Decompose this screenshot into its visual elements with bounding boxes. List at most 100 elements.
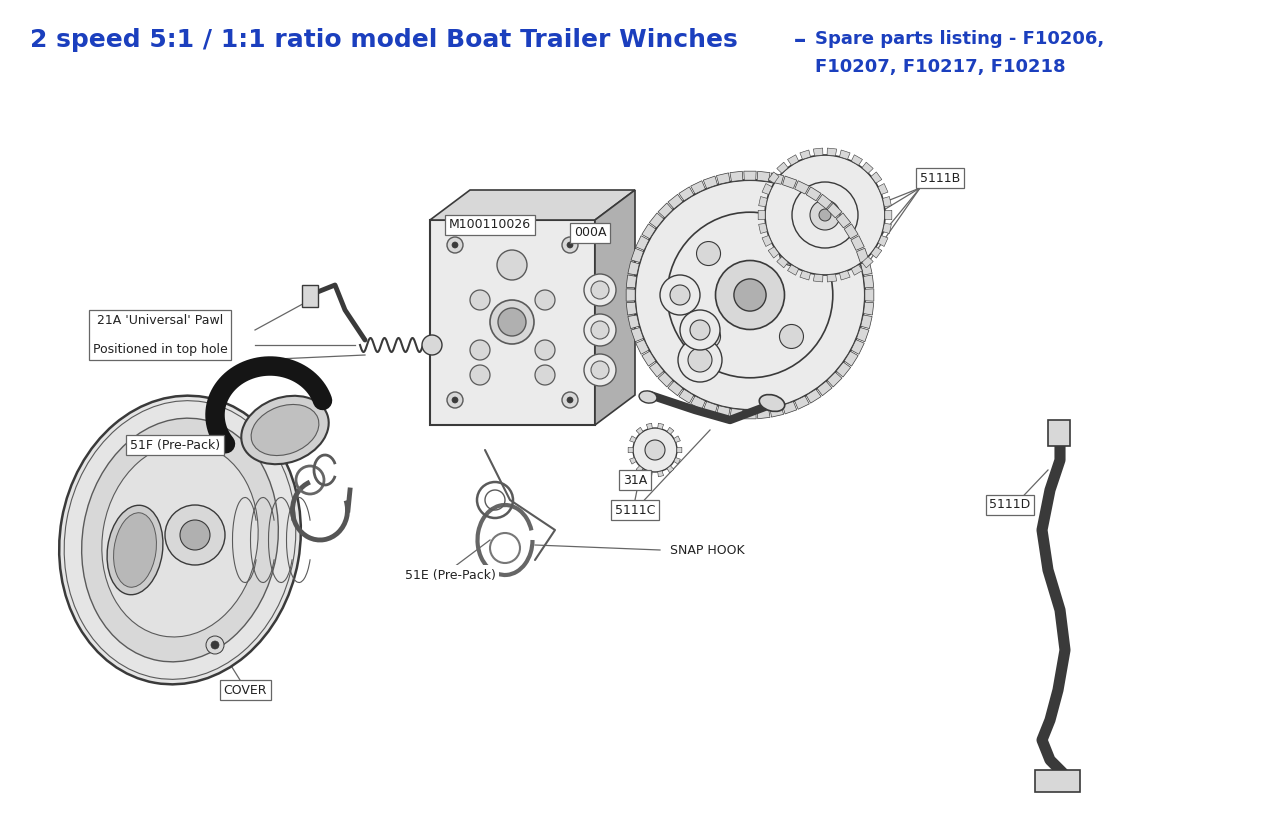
Text: 5111D: 5111D <box>989 498 1031 512</box>
Polygon shape <box>626 302 636 315</box>
Text: 51F (Pre-Pack): 51F (Pre-Pack) <box>130 439 220 451</box>
Polygon shape <box>839 150 851 160</box>
Text: F10207, F10217, F10218: F10207, F10217, F10218 <box>815 58 1065 76</box>
Polygon shape <box>646 423 652 429</box>
Polygon shape <box>844 351 858 366</box>
Circle shape <box>535 340 555 360</box>
Circle shape <box>780 242 804 266</box>
Polygon shape <box>777 162 787 173</box>
Polygon shape <box>770 173 784 184</box>
Text: SNAP HOOK: SNAP HOOK <box>670 543 745 557</box>
Polygon shape <box>690 181 705 194</box>
Polygon shape <box>676 447 681 453</box>
Polygon shape <box>757 171 770 181</box>
Polygon shape <box>679 186 694 201</box>
Circle shape <box>535 290 555 310</box>
Polygon shape <box>703 176 718 188</box>
Polygon shape <box>817 381 832 395</box>
Circle shape <box>567 397 573 403</box>
Polygon shape <box>628 447 634 453</box>
Polygon shape <box>594 190 635 425</box>
Text: 21A 'Universal' Pawl

Positioned in top hole: 21A 'Universal' Pawl Positioned in top h… <box>92 314 227 356</box>
Polygon shape <box>646 471 652 477</box>
Circle shape <box>469 290 490 310</box>
Circle shape <box>584 314 616 346</box>
Polygon shape <box>717 173 729 184</box>
Circle shape <box>690 320 711 340</box>
Polygon shape <box>758 211 765 220</box>
Polygon shape <box>795 181 809 194</box>
Polygon shape <box>758 223 767 233</box>
Polygon shape <box>642 351 656 366</box>
Text: 5111B: 5111B <box>920 171 960 185</box>
Polygon shape <box>782 401 796 414</box>
Circle shape <box>591 321 610 339</box>
Polygon shape <box>817 194 832 209</box>
Polygon shape <box>857 328 870 342</box>
Polygon shape <box>885 211 892 220</box>
Circle shape <box>591 281 610 299</box>
Polygon shape <box>871 172 882 183</box>
Polygon shape <box>862 162 873 173</box>
Circle shape <box>634 428 676 472</box>
Text: Spare parts listing - F10206,: Spare parts listing - F10206, <box>815 30 1104 48</box>
Circle shape <box>562 237 578 253</box>
Text: COVER: COVER <box>223 684 266 696</box>
Polygon shape <box>852 265 862 275</box>
Polygon shape <box>770 405 784 417</box>
Circle shape <box>716 261 785 329</box>
Polygon shape <box>636 466 644 472</box>
Polygon shape <box>717 405 729 417</box>
Polygon shape <box>839 271 851 280</box>
Circle shape <box>447 237 463 253</box>
Ellipse shape <box>760 395 785 411</box>
Polygon shape <box>762 184 772 195</box>
Polygon shape <box>630 457 636 464</box>
Polygon shape <box>668 381 683 395</box>
Polygon shape <box>857 248 870 263</box>
Circle shape <box>562 392 578 408</box>
Circle shape <box>422 335 442 355</box>
Polygon shape <box>757 409 770 419</box>
Ellipse shape <box>82 418 279 662</box>
Polygon shape <box>827 274 837 282</box>
Bar <box>302 285 318 307</box>
Polygon shape <box>658 203 673 218</box>
Circle shape <box>591 361 610 379</box>
Text: 2 speed 5:1 / 1:1 ratio model Boat Trailer Winches: 2 speed 5:1 / 1:1 ratio model Boat Trail… <box>30 28 738 52</box>
Polygon shape <box>658 471 664 477</box>
Polygon shape <box>630 436 636 442</box>
Circle shape <box>452 242 458 248</box>
Polygon shape <box>851 236 864 250</box>
Circle shape <box>645 440 665 460</box>
Circle shape <box>535 365 555 385</box>
Polygon shape <box>743 410 756 419</box>
Polygon shape <box>758 196 767 206</box>
Polygon shape <box>827 148 837 155</box>
Polygon shape <box>729 171 743 181</box>
Polygon shape <box>650 213 664 228</box>
Polygon shape <box>626 288 635 301</box>
Polygon shape <box>658 423 664 429</box>
Circle shape <box>680 310 721 350</box>
Polygon shape <box>650 362 664 377</box>
Ellipse shape <box>59 395 300 685</box>
Polygon shape <box>743 171 756 180</box>
Polygon shape <box>827 372 842 387</box>
Circle shape <box>180 520 209 550</box>
Polygon shape <box>806 186 822 201</box>
Polygon shape <box>800 150 810 160</box>
Text: 000A: 000A <box>574 227 606 239</box>
Polygon shape <box>800 271 810 280</box>
Text: 31A: 31A <box>623 473 647 487</box>
Circle shape <box>497 250 528 280</box>
Polygon shape <box>878 236 888 247</box>
Ellipse shape <box>107 505 163 594</box>
Circle shape <box>211 641 220 649</box>
Text: 5111C: 5111C <box>615 503 655 517</box>
Polygon shape <box>430 220 594 425</box>
Polygon shape <box>795 396 809 410</box>
Circle shape <box>635 180 864 410</box>
Polygon shape <box>782 176 796 188</box>
Circle shape <box>584 354 616 386</box>
